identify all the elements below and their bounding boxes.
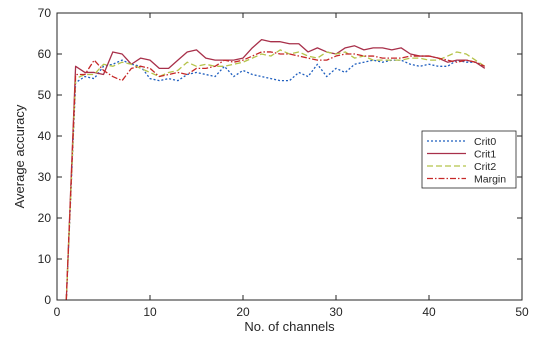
- y-tick-label: 20: [38, 211, 52, 225]
- y-tick-label: 50: [38, 88, 52, 102]
- y-tick-label: 10: [38, 252, 52, 266]
- x-tick-label: 20: [236, 305, 250, 319]
- y-tick-label: 70: [38, 6, 52, 20]
- axes-frame: [56, 12, 523, 301]
- y-axis-label: Average accuracy: [12, 104, 27, 208]
- y-tick-label: 30: [38, 170, 52, 184]
- series-line-crit1: [65, 39, 486, 301]
- x-tick-label: 50: [515, 305, 529, 319]
- series-line-crit2: [65, 49, 486, 301]
- series-line-margin: [65, 51, 486, 301]
- legend-label-crit2: Crit2: [474, 161, 496, 173]
- legend-label-crit1: Crit1: [474, 149, 496, 161]
- x-tick-label: 40: [422, 305, 436, 319]
- legend-label-crit0: Crit0: [474, 136, 496, 148]
- y-tick-label: 40: [38, 129, 52, 143]
- x-axis-label: No. of channels: [244, 319, 335, 334]
- legend-label-margin: Margin: [474, 174, 506, 186]
- series-line-crit0: [65, 59, 486, 301]
- x-tick-label: 0: [54, 305, 61, 319]
- x-tick-label: 10: [143, 305, 157, 319]
- x-tick-label: 30: [329, 305, 343, 319]
- y-tick-label: 60: [38, 47, 52, 61]
- legend-box: [421, 130, 517, 189]
- y-tick-label: 0: [44, 293, 51, 307]
